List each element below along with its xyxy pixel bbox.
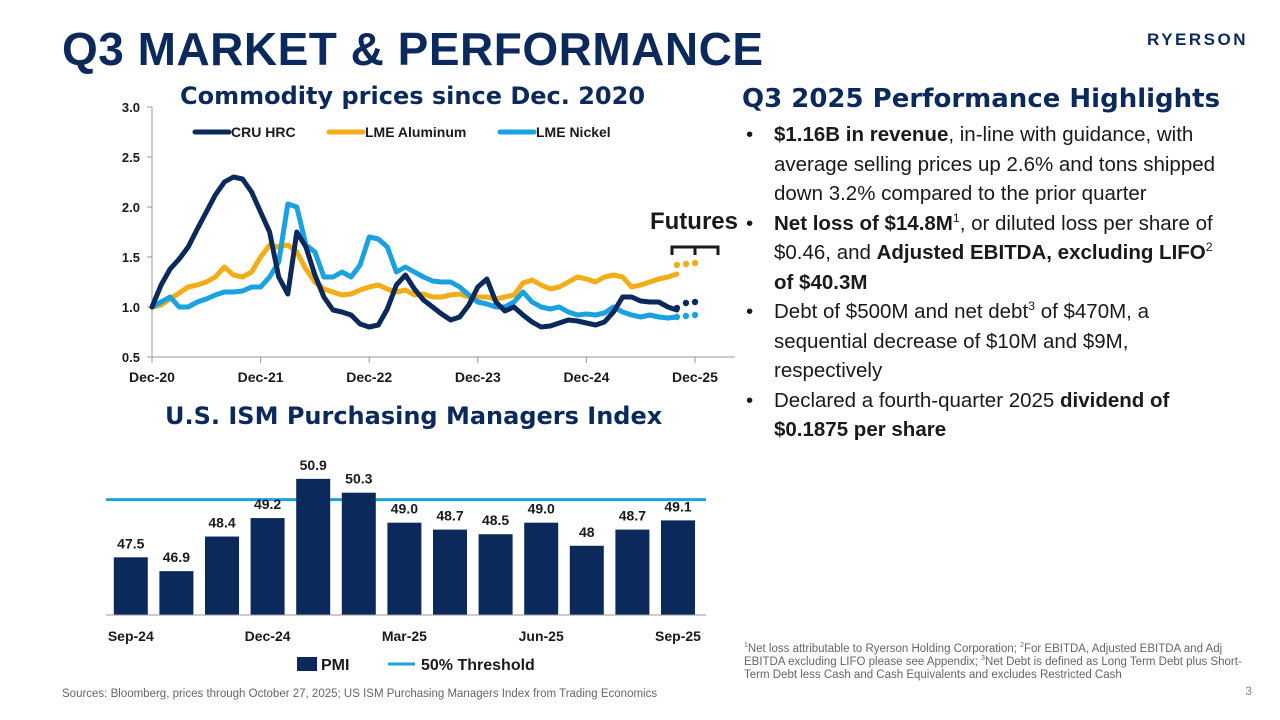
line-chart-title: Commodity prices since Dec. 2020 [180, 82, 646, 110]
y-tick-label: 2.5 [122, 150, 140, 165]
legend-label: LME Nickel [536, 124, 611, 140]
x-tick-label: Dec-25 [672, 369, 718, 385]
pmi-bar [341, 492, 376, 615]
sup2: 2 [1205, 240, 1213, 255]
pmi-bar [569, 545, 604, 615]
bar-value-label: 50.9 [300, 457, 327, 473]
legend-swatch-pmi [297, 657, 317, 671]
futures-annotation: Futures [650, 208, 738, 235]
legend-label: LME Aluminum [365, 124, 466, 140]
highlight-dividend: Declared a fourth-quarter 2025 dividend … [744, 386, 1234, 445]
series-line-lme-aluminum [149, 242, 680, 310]
sources-note: Sources: Bloomberg, prices through Octob… [62, 688, 658, 700]
bar-value-label: 46.9 [163, 549, 190, 565]
y-tick-label: 3.0 [122, 100, 140, 115]
highlight-debt: Debt of $500M and net debt3 of $470M, a … [744, 297, 1234, 386]
pmi-bar [205, 536, 239, 615]
bar-value-label: 50.3 [345, 471, 372, 487]
pmi-bar [250, 518, 285, 615]
futures-dot [691, 259, 699, 267]
futures-dot [673, 304, 681, 312]
bar-value-label: 48.4 [208, 515, 235, 531]
x-tick-label: Jun-25 [519, 628, 564, 644]
x-tick-label: Dec-21 [238, 369, 284, 385]
bar-value-label: 48.7 [619, 508, 646, 524]
x-tick-label: Dec-23 [455, 369, 501, 385]
y-tick-label: 1.0 [122, 300, 140, 315]
futures-dot [682, 312, 690, 320]
bar-value-label: 48.5 [482, 512, 509, 528]
futures-dot [682, 260, 690, 268]
highlight-net-loss: Net loss of $14.8M1, or diluted loss per… [744, 209, 1234, 298]
bar-value-label: 49.2 [254, 496, 281, 512]
bar-value-label: 47.5 [117, 535, 144, 551]
bar-chart-title: U.S. ISM Purchasing Managers Index [165, 402, 663, 430]
series-line-lme-nickel [149, 201, 680, 321]
pmi-bar [113, 557, 148, 615]
futures-dot [682, 299, 690, 307]
slide-title: Q3 MARKET & PERFORMANCE [62, 23, 764, 75]
pmi-bar [159, 571, 194, 615]
bar-value-label: 49.0 [391, 501, 418, 517]
pmi-bar [387, 522, 422, 615]
pmi-bar [615, 529, 650, 615]
legend-label-threshold: 50% Threshold [421, 657, 535, 674]
footnote: 1Net loss attributable to Ryerson Holdin… [744, 642, 1242, 681]
x-tick-label: Dec-24 [563, 369, 609, 385]
futures-dot [673, 261, 681, 269]
y-tick-label: 2.0 [122, 200, 140, 215]
bar-value-label: 49.1 [664, 498, 691, 514]
x-tick-label: Sep-24 [108, 628, 154, 644]
legend-label: CRU HRC [231, 124, 296, 140]
futures-dot [673, 313, 681, 321]
x-tick-label: Mar-25 [382, 628, 427, 644]
x-tick-label: Dec-22 [346, 369, 392, 385]
pmi-bar [478, 534, 513, 615]
futures-bracket [670, 245, 720, 255]
page-number: 3 [1245, 684, 1252, 698]
bar-value-label: 48 [579, 524, 595, 540]
highlights-list: $1.16B in revenue, in-line with guidance… [744, 120, 1234, 445]
x-tick-label: Dec-24 [245, 628, 291, 644]
bar-value-label: 48.7 [436, 508, 463, 524]
pmi-bar [433, 529, 467, 615]
legend-label-pmi: PMI [321, 657, 349, 674]
highlights-title: Q3 2025 Performance Highlights [742, 84, 1221, 114]
pmi-bar [296, 478, 331, 615]
futures-dot [691, 298, 699, 306]
pmi-bar [524, 522, 559, 615]
futures-dot [691, 311, 699, 319]
highlight-revenue: $1.16B in revenue, in-line with guidance… [744, 120, 1234, 209]
y-tick-label: 0.5 [122, 350, 140, 365]
series-line-cru-hrc [149, 174, 680, 330]
pmi-bar [661, 520, 695, 615]
bar-value-label: 49.0 [528, 501, 555, 517]
x-tick-label: Sep-25 [655, 628, 701, 644]
brand-logo: RYERSON [1147, 30, 1248, 49]
y-tick-label: 1.5 [122, 250, 140, 265]
x-tick-label: Dec-20 [129, 369, 175, 385]
